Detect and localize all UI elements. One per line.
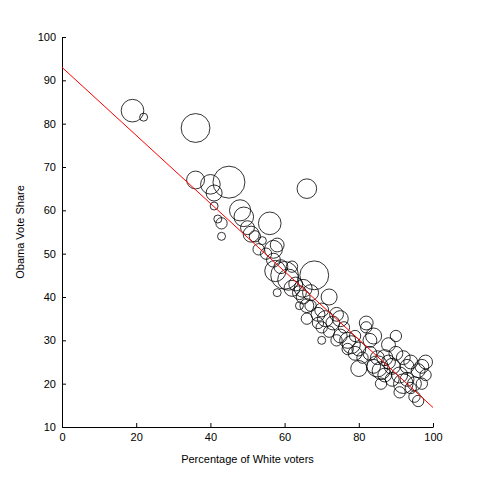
bubble [213,166,245,198]
bubble [332,311,348,327]
tick: 40 [205,423,217,443]
x-axis-title: Percentage of White voters [181,453,314,465]
tick-mark [62,384,66,385]
tick: 60 [279,423,291,443]
tick: 100 [38,31,66,43]
bubble [318,336,326,344]
bubble [404,355,418,369]
bubble [382,338,396,352]
tick-mark [136,423,137,427]
bubble [390,330,401,341]
tick-label: 30 [44,334,56,346]
bubble [338,322,349,333]
bubble [201,175,221,195]
bubble [234,207,254,227]
tick-label: 40 [44,291,56,303]
bubble [297,179,317,199]
tick: 100 [424,423,442,443]
tick: 80 [44,118,66,130]
marks [62,67,433,407]
tick: 20 [131,423,143,443]
tick-mark [62,80,66,81]
tick-label: 0 [59,431,65,443]
bubble [286,261,297,272]
bubble [295,302,303,310]
axis-line [62,38,63,428]
bubble [303,285,319,301]
tick-mark [62,124,66,125]
bubble [419,355,433,369]
bubble [367,356,388,377]
tick: 70 [44,161,66,173]
bubble [411,364,425,378]
tick-label: 60 [279,431,291,443]
bubble [218,232,226,240]
bubble [270,238,284,252]
bubble [366,328,382,344]
tick-mark [210,423,211,427]
tick-mark [62,37,66,38]
tick-mark [359,423,360,427]
bubble [361,322,372,333]
y-axis: 10 20 30 40 50 60 70 80 90 100 [38,31,66,433]
plot-area: 0 20 40 60 80 100 10 20 30 40 50 60 70 80 90 100 [38,31,443,443]
tick: 90 [44,74,66,86]
bubble [181,114,210,143]
tick-mark [285,423,286,427]
axis-line [63,427,434,428]
bubble [300,261,329,290]
tick-mark [62,210,66,211]
tick-mark [433,423,434,427]
tick-label: 100 [424,431,442,443]
bubble [420,369,431,380]
bubble [301,313,312,324]
bubble [258,212,281,235]
y-axis-title: Obama Vote Share [14,185,26,279]
tick-label: 80 [353,431,365,443]
bubble [216,218,227,229]
bubble [321,289,337,305]
tick: 40 [44,291,66,303]
tick-label: 70 [44,161,56,173]
chart: 0 20 40 60 80 100 10 20 30 40 50 60 70 80 90 100 Percent… [0,0,480,480]
fit-line [62,67,433,407]
bubble [359,316,373,330]
tick-label: 90 [44,74,56,86]
tick: 10 [44,421,66,433]
tick-label: 20 [131,431,143,443]
tick-label: 100 [38,31,56,43]
x-axis: 0 20 40 60 80 100 [59,423,442,443]
tick-label: 80 [44,118,56,130]
tick-mark [62,297,66,298]
bubble [121,99,144,122]
tick: 80 [353,423,365,443]
bubble [273,289,281,297]
tick: 50 [44,248,66,260]
bubble [326,316,340,330]
tick-mark [62,340,66,341]
bubble [357,352,368,363]
tick-label: 40 [205,431,217,443]
bubble [363,346,377,360]
tick-label: 60 [44,204,56,216]
bubble [140,113,148,121]
bubble [396,351,410,365]
bubble [348,346,362,360]
tick-mark [62,254,66,255]
bubble [243,226,259,242]
tick-label: 10 [44,421,56,433]
bubble [389,346,403,360]
tick: 30 [44,334,66,346]
tick: 20 [44,378,66,390]
bubble [258,237,266,245]
tick-label: 50 [44,248,56,260]
bubble [400,359,414,373]
tick-mark [62,167,66,168]
tick: 60 [44,204,66,216]
tick-mark [62,427,66,428]
bubble [394,374,414,394]
bubble [229,200,250,221]
bubble [311,307,325,321]
tick-label: 20 [44,378,56,390]
